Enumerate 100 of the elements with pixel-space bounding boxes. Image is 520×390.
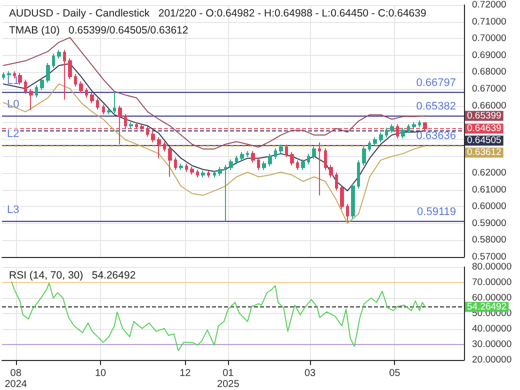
candlestick bbox=[301, 158, 305, 170]
candlestick bbox=[140, 124, 144, 132]
candlestick bbox=[85, 87, 88, 98]
candlestick bbox=[179, 163, 183, 170]
candlestick bbox=[235, 155, 238, 165]
y-tick-label: 0.68000 bbox=[472, 66, 506, 78]
candlestick bbox=[90, 92, 94, 104]
candlestick bbox=[18, 72, 22, 86]
y-tick-label: 30.00000 bbox=[472, 339, 512, 350]
candlestick bbox=[218, 166, 222, 176]
x-tick-label: 01 2025 bbox=[217, 368, 240, 390]
candlestick bbox=[201, 170, 205, 178]
candlestick bbox=[362, 146, 366, 166]
candlestick bbox=[307, 153, 310, 165]
candlestick bbox=[401, 127, 405, 140]
y-tick-label: 70.00000 bbox=[472, 277, 512, 288]
candlestick bbox=[368, 140, 371, 152]
candlestick bbox=[251, 150, 255, 164]
candlestick bbox=[29, 88, 33, 110]
y-tick-label: 0.71000 bbox=[472, 16, 506, 28]
candlestick bbox=[279, 144, 283, 154]
candlestick bbox=[96, 98, 99, 110]
candlestick bbox=[35, 84, 38, 98]
y-tick-label: 60.00000 bbox=[472, 292, 512, 304]
candlestick bbox=[385, 127, 388, 138]
y-tick-label: 80.00000 bbox=[472, 262, 512, 272]
candlestick bbox=[357, 160, 360, 190]
candlestick bbox=[196, 169, 199, 178]
candlestick bbox=[351, 183, 355, 219]
candlestick bbox=[312, 146, 316, 160]
annotation: 0.65382 bbox=[416, 100, 456, 113]
y-tick-label: 0.57000 bbox=[472, 252, 506, 262]
candlestick bbox=[246, 150, 249, 158]
candlestick bbox=[296, 160, 299, 170]
candlestick bbox=[240, 152, 244, 162]
candlestick bbox=[213, 170, 216, 178]
y-tick-label: 0.72000 bbox=[472, 0, 506, 10]
candlestick bbox=[79, 80, 83, 94]
candlestick bbox=[63, 49, 66, 100]
line-series bbox=[11, 281, 426, 352]
y-tick-label: 20.00000 bbox=[472, 354, 512, 366]
candlestick bbox=[373, 136, 377, 146]
candlestick bbox=[285, 144, 288, 158]
candlestick bbox=[324, 148, 327, 170]
candlestick bbox=[57, 49, 61, 60]
candlestick bbox=[274, 148, 277, 160]
candlestick bbox=[329, 164, 333, 178]
candlestick bbox=[290, 152, 294, 166]
candlestick bbox=[157, 136, 161, 159]
text: 0.64505 bbox=[467, 135, 502, 146]
x-tick-label: 05 bbox=[389, 368, 401, 379]
candlestick bbox=[318, 142, 321, 196]
x-tick-label: 03 bbox=[304, 368, 316, 379]
candlestick bbox=[268, 153, 272, 167]
chart-title: RSI (14, 70, 30) 54.26492 bbox=[9, 270, 136, 282]
candlestick bbox=[257, 157, 260, 170]
candlestick bbox=[190, 166, 194, 176]
text: 0.63612 bbox=[467, 147, 502, 158]
ref-line-label: L2 bbox=[7, 128, 20, 140]
x-tick-label: 08 2024 bbox=[4, 368, 28, 390]
y-tick-label: 0.58000 bbox=[472, 234, 506, 246]
text: 0.65399 bbox=[467, 110, 502, 122]
candlestick bbox=[224, 164, 227, 222]
candlestick bbox=[418, 120, 421, 128]
candlestick bbox=[340, 184, 344, 210]
chart-title: AUDUSD - Daily - Candlestick 201/220 - O:0.64982 - H:0.64988 - L:0.64450 - C:0.64639 bbox=[9, 8, 426, 20]
candlestick bbox=[207, 170, 210, 178]
candlestick bbox=[7, 70, 11, 78]
ref-line-label: L3 bbox=[7, 204, 20, 216]
candlestick bbox=[24, 79, 27, 94]
candlestick bbox=[68, 58, 72, 80]
candlestick bbox=[74, 74, 77, 87]
candlestick bbox=[2, 72, 5, 80]
y-tick-label: 0.62000 bbox=[472, 168, 506, 178]
x-tick-label: 12 bbox=[180, 368, 192, 379]
annotation: 0.59119 bbox=[417, 206, 456, 218]
candlestick bbox=[185, 163, 188, 172]
x-tick-label: 10 bbox=[94, 368, 107, 379]
candlestick bbox=[229, 158, 233, 170]
candlestick bbox=[129, 122, 133, 129]
candlestick bbox=[113, 90, 116, 114]
candlestick bbox=[52, 53, 55, 68]
y-tick-label: 0.61000 bbox=[472, 184, 506, 196]
candlestick bbox=[46, 62, 50, 84]
annotation: 0.63636 bbox=[416, 130, 456, 142]
candlestick bbox=[174, 157, 177, 170]
text: TMAB (10) 0.65399/0.64505/0.63612 bbox=[9, 24, 188, 36]
candlestick bbox=[163, 141, 166, 152]
text: 0.64639 bbox=[467, 123, 502, 134]
candlestick bbox=[107, 108, 111, 115]
y-tick-label: 0.66000 bbox=[472, 100, 506, 112]
candlestick bbox=[346, 203, 349, 221]
candlestick bbox=[40, 77, 44, 91]
y-tick-label: 0.70000 bbox=[472, 33, 506, 44]
candlestick bbox=[412, 122, 416, 130]
candlestick bbox=[390, 124, 394, 134]
candlestick bbox=[102, 104, 105, 115]
y-tick-label: 0.67000 bbox=[472, 84, 506, 94]
y-tick-label: 40.00000 bbox=[472, 324, 512, 334]
candlestick bbox=[151, 131, 155, 143]
